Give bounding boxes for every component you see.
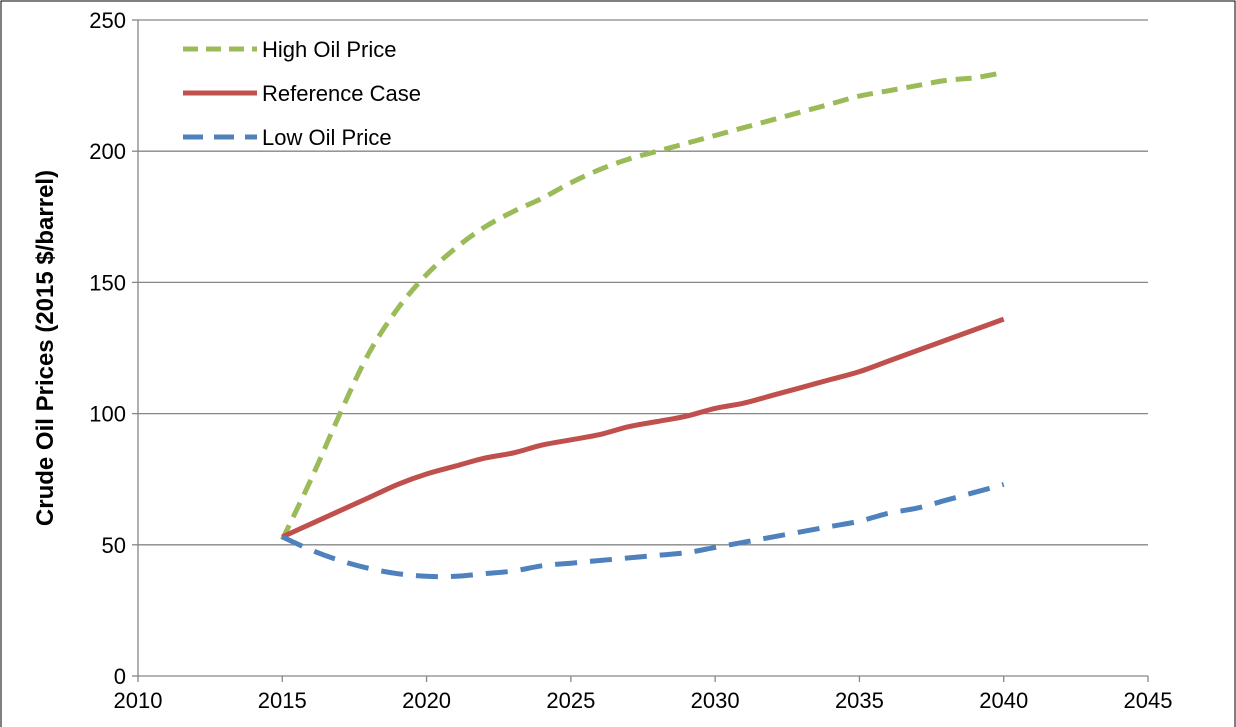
legend-label-low-oil-price: Low Oil Price (262, 125, 392, 150)
x-tick-label: 2030 (691, 688, 740, 713)
y-axis-title: Crude Oil Prices (2015 $/barrel) (32, 170, 59, 526)
y-tick-label: 200 (89, 139, 126, 164)
y-tick-label: 250 (89, 8, 126, 33)
y-tick-label: 50 (102, 533, 126, 558)
legend-label-high-oil-price: High Oil Price (262, 37, 396, 62)
x-tick-label: 2035 (835, 688, 884, 713)
series-lines (280, 70, 1005, 580)
x-tick-label: 2025 (546, 688, 595, 713)
x-tick-label: 2015 (258, 688, 307, 713)
y-tick-label: 0 (114, 664, 126, 689)
y-tick-label: 150 (89, 270, 126, 295)
x-tick-label: 2045 (1124, 688, 1173, 713)
gridlines (138, 19, 1148, 546)
x-tick-label: 2020 (402, 688, 451, 713)
x-tick-label: 2040 (979, 688, 1028, 713)
axes: 0 50 100 150 200 250 2010 2015 2020 2025 2030 2035 2… (89, 8, 1172, 713)
series-line-low-oil-price (281, 481, 1005, 580)
y-tick-label: 100 (89, 402, 126, 427)
legend: High Oil Price Reference Case Low Oil Pric… (183, 37, 421, 150)
x-tick-label: 2010 (114, 688, 163, 713)
legend-label-reference-case: Reference Case (262, 81, 421, 106)
series-line-reference-case (281, 316, 1005, 540)
series-line-high-oil-price (280, 70, 1005, 541)
